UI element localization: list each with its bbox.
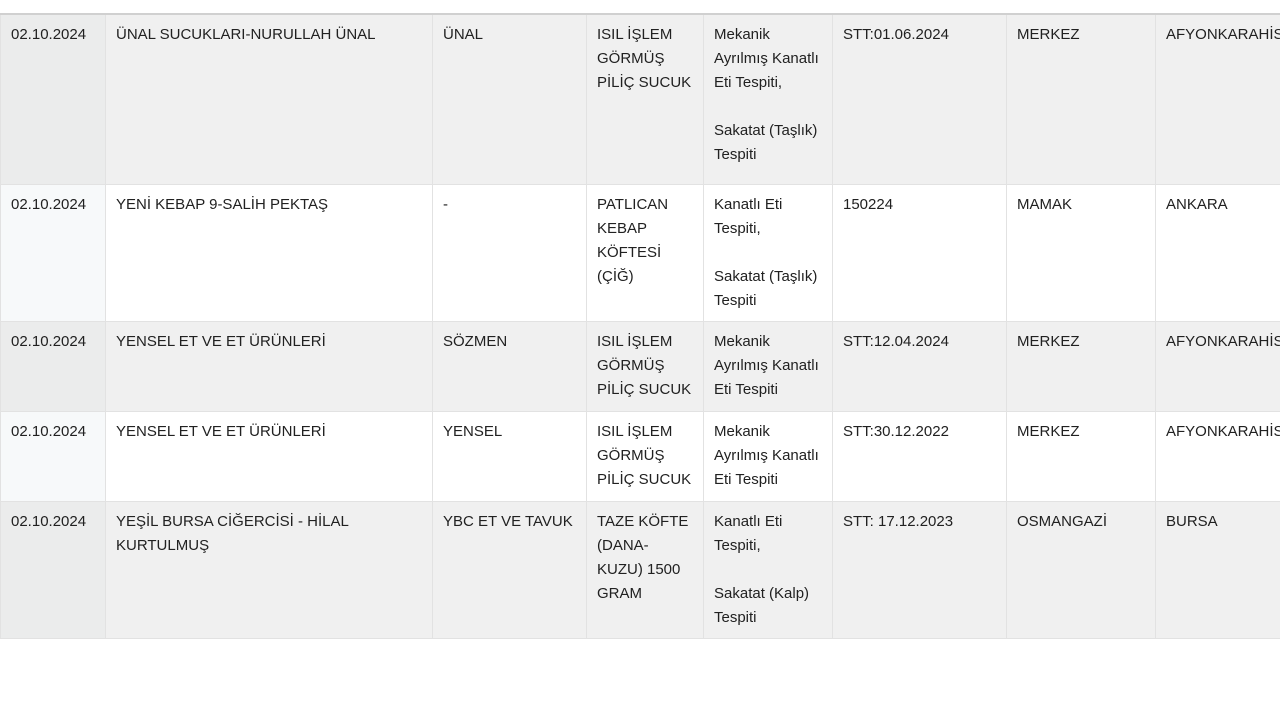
table-row: 02.10.2024 YEŞİL BURSA CİĞERCİSİ - HİLAL…: [0, 500, 1280, 639]
cell-lot: STT:30.12.2022: [832, 410, 1007, 502]
cell-product: TAZE KÖFTE (DANA-KUZU) 1500 GRAM: [586, 500, 704, 639]
cell-company: YENSEL ET VE ET ÜRÜNLERİ: [105, 320, 433, 412]
cell-province: AFYONKARAHİSAR: [1155, 13, 1280, 185]
cell-company: YEŞİL BURSA CİĞERCİSİ - HİLAL KURTULMUŞ: [105, 500, 433, 639]
cell-product: PATLICAN KEBAP KÖFTESİ (ÇİĞ): [586, 183, 704, 322]
cell-district: OSMANGAZİ: [1006, 500, 1156, 639]
cell-date: 02.10.2024: [0, 410, 106, 502]
cell-company: ÜNAL SUCUKLARI-NURULLAH ÜNAL: [105, 13, 433, 185]
cell-brand: ÜNAL: [432, 13, 587, 185]
table-row: 02.10.2024 ÜNAL SUCUKLARI-NURULLAH ÜNAL …: [0, 13, 1280, 185]
cell-product: ISIL İŞLEM GÖRMÜŞ PİLİÇ SUCUK: [586, 410, 704, 502]
cell-date: 02.10.2024: [0, 320, 106, 412]
results-table: 02.10.2024 ÜNAL SUCUKLARI-NURULLAH ÜNAL …: [0, 13, 1280, 639]
cell-findings: Kanatlı Eti Tespiti, Sakatat (Kalp) Tesp…: [703, 500, 833, 639]
cell-date: 02.10.2024: [0, 183, 106, 322]
finding-text: Mekanik Ayrılmış Kanatlı Eti Tespiti: [714, 332, 819, 398]
finding-text: Mekanik Ayrılmış Kanatlı Eti Tespiti: [714, 422, 819, 488]
cell-lot: 150224: [832, 183, 1007, 322]
cell-district: MAMAK: [1006, 183, 1156, 322]
cell-findings: Mekanik Ayrılmış Kanatlı Eti Tespiti: [703, 410, 833, 502]
cell-lot: STT: 17.12.2023: [832, 500, 1007, 639]
finding-text: Kanatlı Eti Tespiti,: [714, 195, 783, 237]
cell-lot: STT:12.04.2024: [832, 320, 1007, 412]
finding-text: Sakatat (Kalp) Tespiti: [714, 584, 810, 626]
cell-district: MERKEZ: [1006, 13, 1156, 185]
table-row: 02.10.2024 YENSEL ET VE ET ÜRÜNLERİ YENS…: [0, 410, 1280, 502]
cell-date: 02.10.2024: [0, 500, 106, 639]
table-row: 02.10.2024 YENİ KEBAP 9-SALİH PEKTAŞ - P…: [0, 183, 1280, 322]
cell-province: AFYONKARAHİSAR: [1155, 320, 1280, 412]
cell-product: ISIL İŞLEM GÖRMÜŞ PİLİÇ SUCUK: [586, 13, 704, 185]
cell-findings: Mekanik Ayrılmış Kanatlı Eti Tespiti, Sa…: [703, 13, 833, 185]
cell-brand: YENSEL: [432, 410, 587, 502]
cell-brand: -: [432, 183, 587, 322]
cell-district: MERKEZ: [1006, 410, 1156, 502]
finding-text: Kanatlı Eti Tespiti,: [714, 512, 783, 554]
cell-province: BURSA: [1155, 500, 1280, 639]
cell-findings: Mekanik Ayrılmış Kanatlı Eti Tespiti: [703, 320, 833, 412]
cell-province: ANKARA: [1155, 183, 1280, 322]
cell-brand: YBC ET VE TAVUK: [432, 500, 587, 639]
cell-brand: SÖZMEN: [432, 320, 587, 412]
cell-district: MERKEZ: [1006, 320, 1156, 412]
finding-text: Mekanik Ayrılmış Kanatlı Eti Tespiti,: [714, 26, 819, 91]
finding-text: Sakatat (Taşlık) Tespiti: [714, 122, 818, 163]
cell-company: YENİ KEBAP 9-SALİH PEKTAŞ: [105, 183, 433, 322]
cell-lot: STT:01.06.2024: [832, 13, 1007, 185]
cell-date: 02.10.2024: [0, 13, 106, 185]
table-row: 02.10.2024 YENSEL ET VE ET ÜRÜNLERİ SÖZM…: [0, 320, 1280, 412]
results-table-container: 02.10.2024 ÜNAL SUCUKLARI-NURULLAH ÜNAL …: [0, 13, 1280, 639]
cell-province: AFYONKARAHİSAR: [1155, 410, 1280, 502]
finding-text: Sakatat (Taşlık) Tespiti: [714, 267, 818, 309]
cell-product: ISIL İŞLEM GÖRMÜŞ PİLİÇ SUCUK: [586, 320, 704, 412]
cell-findings: Kanatlı Eti Tespiti, Sakatat (Taşlık) Te…: [703, 183, 833, 322]
cell-company: YENSEL ET VE ET ÜRÜNLERİ: [105, 410, 433, 502]
